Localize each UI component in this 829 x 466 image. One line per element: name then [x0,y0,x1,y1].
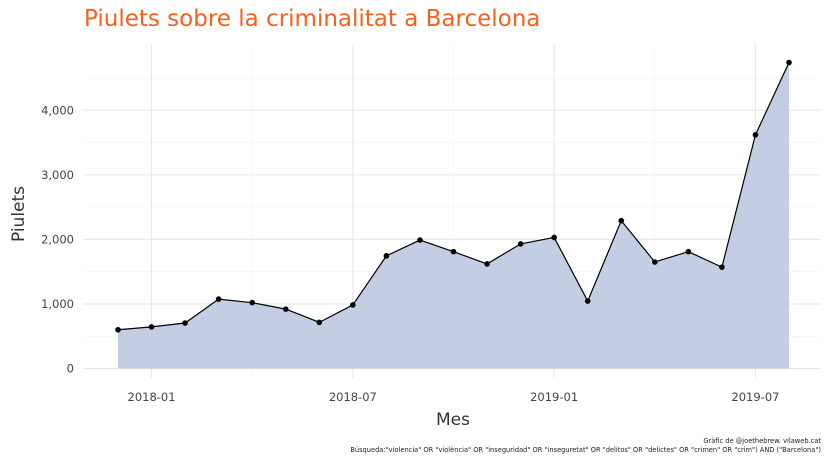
y-tick-label: 3,000 [41,168,74,182]
data-point [148,324,155,330]
data-point [652,259,658,265]
x-tick-label: 2019-01 [530,390,578,404]
data-point [584,298,591,304]
data-point [719,264,725,270]
data-point [450,248,457,255]
x-axis-label: Mes [436,410,470,430]
data-point [215,296,222,302]
x-tick-label: 2019-07 [731,390,779,404]
x-tick-label: 2018-07 [329,390,377,404]
data-point [282,306,289,312]
data-point [182,320,188,326]
data-point [752,132,759,138]
caption-credit: Gràfic de @joethebrew. vilaweb.cat [703,436,821,445]
area-layer [118,62,789,369]
data-point [685,248,692,255]
caption-query: Búsqueda:"violencia" OR "violència" OR "… [350,445,821,454]
data-point [517,241,524,247]
data-point [316,319,323,326]
area-fill [118,62,789,369]
data-point [350,302,356,308]
data-point [383,253,390,259]
data-point [551,234,557,241]
x-tick-label: 2018-01 [128,390,176,404]
data-points [115,59,792,333]
chart-title: Piulets sobre la criminalitat a Barcelon… [84,6,541,32]
data-point [786,59,792,66]
data-point [115,326,121,333]
data-point [249,299,255,306]
y-tick-label: 2,000 [41,232,74,246]
y-tick-label: 4,000 [41,103,74,117]
y-tick-labels: 0 1,000 2,000 3,000 4,000 [41,103,74,375]
data-point [618,217,625,224]
x-tick-labels: 2018-01 2018-07 2019-01 2019-07 [128,390,780,404]
y-tick-label: 0 [67,362,74,376]
data-point [417,237,423,243]
data-point [484,261,490,267]
y-tick-label: 1,000 [41,297,74,311]
